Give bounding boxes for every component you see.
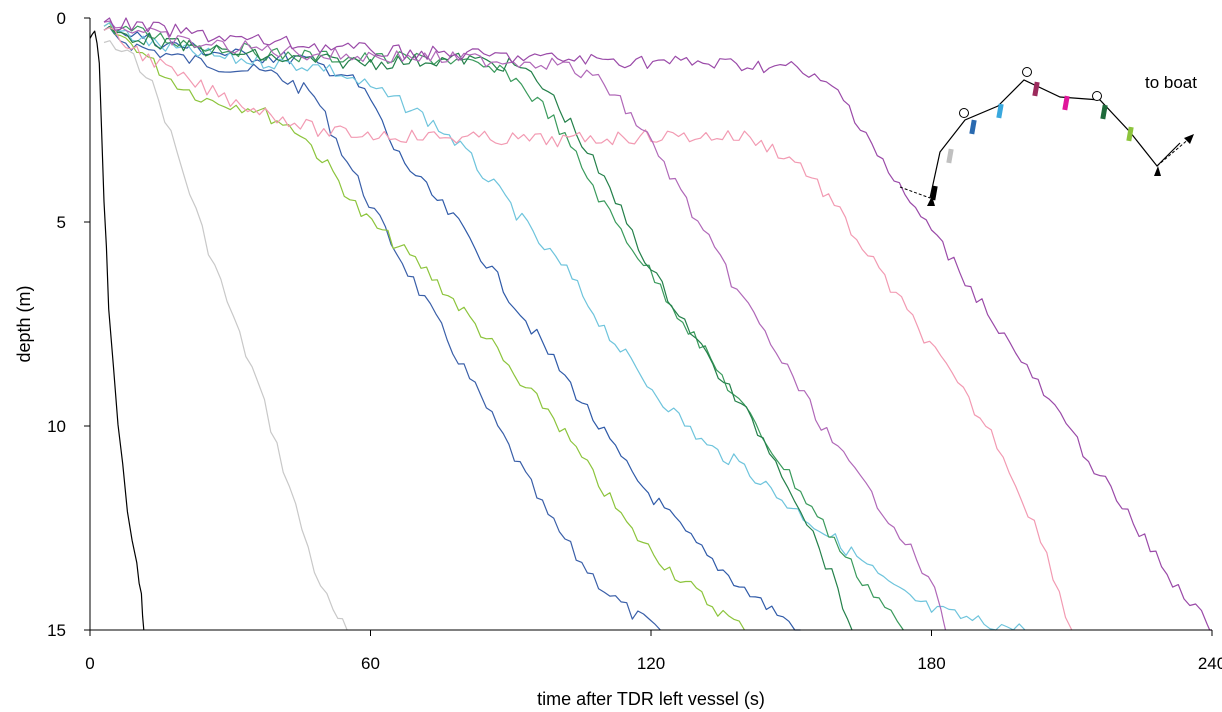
inset-float-icon xyxy=(1092,91,1102,101)
x-tick-label: 180 xyxy=(917,654,945,673)
series-line-1 xyxy=(89,30,145,631)
inset-tdr-tag xyxy=(969,119,977,135)
inset-tdr-tag xyxy=(1100,104,1108,120)
inset-tdr-tag xyxy=(1062,95,1070,111)
inset-anchor-right-icon xyxy=(1154,166,1161,176)
y-tick-label: 10 xyxy=(47,417,66,436)
series-line-6 xyxy=(103,22,1026,631)
x-tick-label: 120 xyxy=(637,654,665,673)
x-tick-label: 60 xyxy=(361,654,380,673)
series-line-5 xyxy=(108,25,801,631)
inset-left-arrow xyxy=(899,186,931,199)
inset-arrowhead xyxy=(1184,134,1194,144)
inset-tdr-tag xyxy=(946,148,954,164)
axis-ticks: 0 60 120 180 240 0 5 10 15 xyxy=(47,9,1222,673)
series-line-4 xyxy=(103,22,746,631)
inset-anchor-left-icon xyxy=(927,196,935,206)
inset-tdr-tag xyxy=(1032,81,1040,97)
line-setup-inset: to boat xyxy=(899,67,1197,206)
axes xyxy=(89,18,1212,631)
series-line-10 xyxy=(103,20,947,631)
inset-tdr-tag xyxy=(996,103,1004,119)
series-lines xyxy=(89,17,1212,631)
series-line-3 xyxy=(103,25,661,631)
inset-tdr-tag xyxy=(1126,126,1134,142)
y-axis-title: depth (m) xyxy=(14,285,34,362)
y-tick-label: 5 xyxy=(57,213,66,232)
series-line-7 xyxy=(108,25,904,631)
x-tick-label: 0 xyxy=(85,654,94,673)
y-tick-label: 0 xyxy=(57,9,66,28)
inset-line xyxy=(929,79,1181,199)
inset-boat-arrow xyxy=(1156,137,1191,167)
inset-float-icon xyxy=(959,108,969,118)
series-line-11 xyxy=(103,17,1212,631)
inset-float-icon xyxy=(1022,67,1032,77)
series-line-9 xyxy=(103,27,1073,631)
inset-tdr-tag xyxy=(930,185,938,201)
x-axis-title: time after TDR left vessel (s) xyxy=(537,689,765,709)
series-line-2 xyxy=(103,40,348,631)
x-tick-label: 240 xyxy=(1198,654,1222,673)
inset-to-boat-label: to boat xyxy=(1145,73,1197,92)
y-tick-label: 15 xyxy=(47,621,66,640)
series-line-8 xyxy=(103,26,853,631)
